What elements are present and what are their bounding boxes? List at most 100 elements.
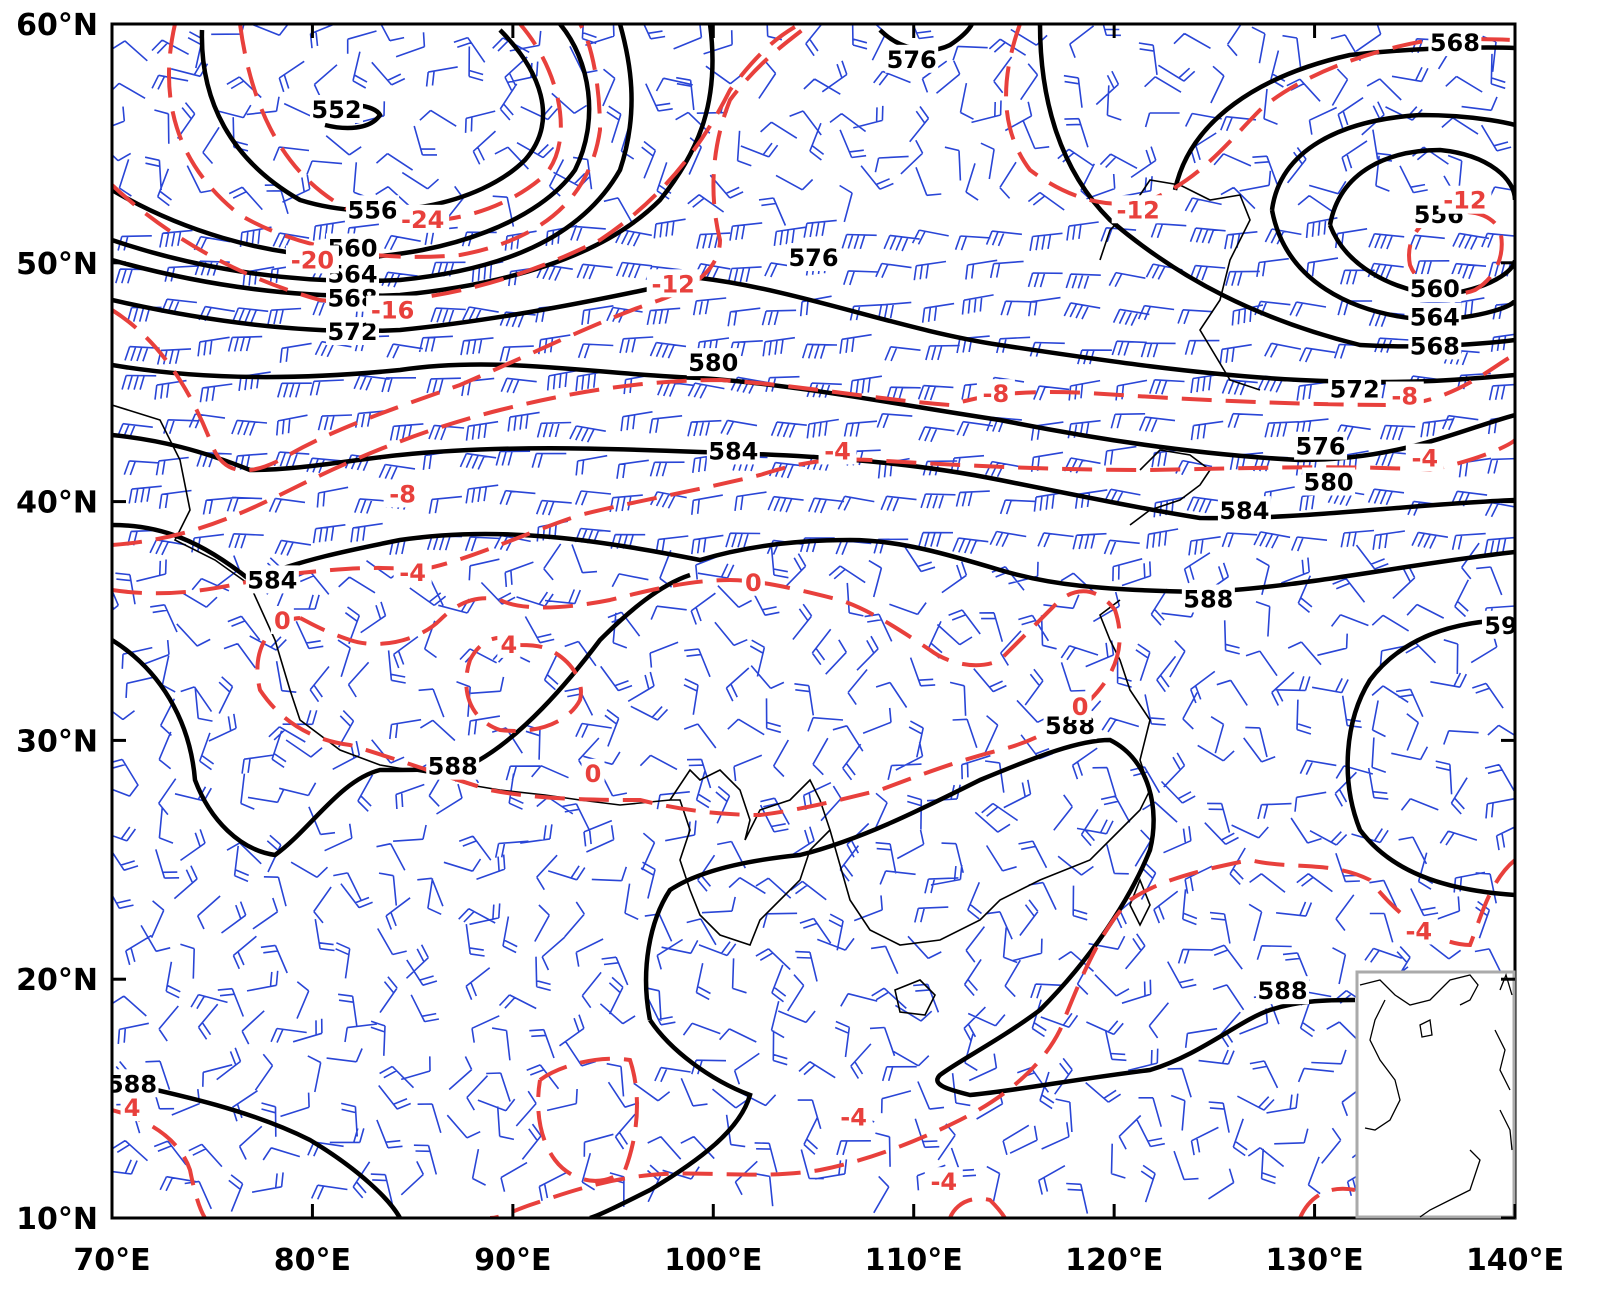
temperature-contour-label: -20 [291,246,334,274]
height-contour-576-north [878,24,975,53]
contour-label-bg [818,436,857,465]
temperature-contour-label: -24 [401,206,444,234]
height-contour-label: 584 [1219,497,1269,525]
temp-contour-minus12-east-loop [1407,209,1504,296]
y-tick-label: 60°N [16,8,98,43]
height-contour-label: 556 [348,196,398,224]
temperature-contour-labels: -24 -20 -16 -12 -12 -12 -8 -8 -8 -4 -4 -4 -4 -4 -4 4 4 0 0… [120,185,1492,1196]
temperature-contour-label: -12 [1443,187,1486,215]
temperature-contour-label: -4 [1405,917,1432,945]
height-contour-label: 588 [1183,586,1233,614]
contour-label-bg [741,567,765,596]
temperature-contour-label: -12 [1117,196,1160,224]
temperature-contour-label: -4 [824,437,851,465]
height-contour-label: 588 [428,753,478,781]
temperature-contour-label: 0 [585,760,602,788]
y-tick-label: 40°N [16,486,98,521]
height-contour-588-sw-corner [112,1077,402,1218]
height-contour-label: 576 [788,244,838,272]
temperature-contour-label: 0 [274,607,291,635]
x-tick-label: 70°E [73,1243,150,1278]
contour-label-bg [834,1102,873,1131]
contour-label-bg [1438,185,1492,214]
contour-label-bg [885,44,939,73]
contour-label-bg [309,94,363,123]
temperature-contour-label: -12 [652,270,695,298]
y-tick-label: 50°N [16,247,98,282]
temperature-contour-label: 0 [1072,693,1089,721]
height-contour-580 [112,362,1515,463]
contour-label-bg [976,379,1015,408]
temperature-contour-label: -4 [399,559,426,587]
temperature-contour-label: 4 [124,1094,141,1122]
contour-label-bg [1428,28,1482,57]
y-tick-label: 10°N [16,1202,98,1237]
temp-contour-minus4-south [489,857,1515,1218]
contour-label-bg [1408,331,1462,360]
height-contour-label: 568 [1410,332,1460,360]
height-contour-label: 552 [311,96,361,124]
contour-label-bg [426,751,480,780]
height-contour-label: 580 [1304,468,1354,496]
contour-label-bg [1256,976,1310,1005]
plot-frame [110,22,1517,1220]
contour-label-bg [1408,274,1462,303]
hainan-island [894,979,936,1016]
height-contour-560-inner-east [1269,209,1515,323]
coastline-west [112,404,671,806]
contour-label-bg [924,1167,963,1196]
temperature-contour-label: -16 [371,297,414,325]
height-contour-label: 584 [247,566,297,594]
contour-label-bg [1408,302,1462,331]
height-contour-label: 576 [1296,433,1346,461]
temp-contour-0-west [255,577,1122,818]
contour-label-bg [393,558,432,587]
temp-contour-minus4 [112,438,1515,596]
contour-label-bg [581,758,605,787]
contour-label-bg [706,436,760,465]
contour-label-bg [1405,443,1444,472]
contour-label-bg [346,195,400,224]
contour-label-bg [383,479,422,508]
height-contour-564 [112,24,634,284]
height-contour-label: 560 [1410,275,1460,303]
height-contour-label: 59 [1484,612,1517,640]
inset-map [1355,970,1516,1219]
x-tick-label: 140°E [1466,1243,1564,1278]
temperature-contour-label: -8 [983,380,1010,408]
contour-label-bg [787,243,840,272]
temp-contour-minus16 [112,24,801,304]
temperature-contour-label: -4 [840,1104,867,1132]
temperature-contour-label: 4 [500,631,517,659]
contour-label-bg [1399,916,1438,945]
inset-coastline-islands [1419,973,1513,1218]
contour-label-bg [396,204,450,233]
axes: 70°E 80°E 90°E 100°E 110°E 120°E 130°E 140°E 10°… [16,8,1564,1278]
temperature-contour-label: -8 [1391,383,1418,411]
x-tick-label: 130°E [1266,1243,1364,1278]
temp-contour-4-loop [464,635,583,733]
x-tick-label: 80°E [274,1243,351,1278]
height-contour-588-south [643,737,1356,1098]
height-contour-588-sw [112,572,691,858]
height-contour-572 [112,275,701,334]
contour-label-bg [285,245,339,274]
contour-label-bg [1217,496,1271,525]
inset-coastline-mainland [1359,974,1479,1131]
contour-label-bg [270,606,294,634]
height-contour-592 [1345,617,1515,898]
height-contour-label: 568 [1430,29,1480,57]
contour-label-bg [1294,431,1348,460]
height-contour-564-east [1172,45,1515,191]
temperature-contour-label: -4 [930,1168,957,1196]
contour-label-bg [497,629,521,658]
contour-label-bg [686,348,740,377]
temperature-contour-label: -8 [389,480,416,508]
contour-label-bg [120,1093,144,1122]
contour-label-bg [1181,584,1235,613]
coastline-china-south [829,599,1151,946]
x-tick-label: 110°E [865,1243,963,1278]
contour-label-bg [1328,374,1382,403]
temperature-contour-label: 0 [745,569,762,597]
height-contours [112,24,1515,1218]
